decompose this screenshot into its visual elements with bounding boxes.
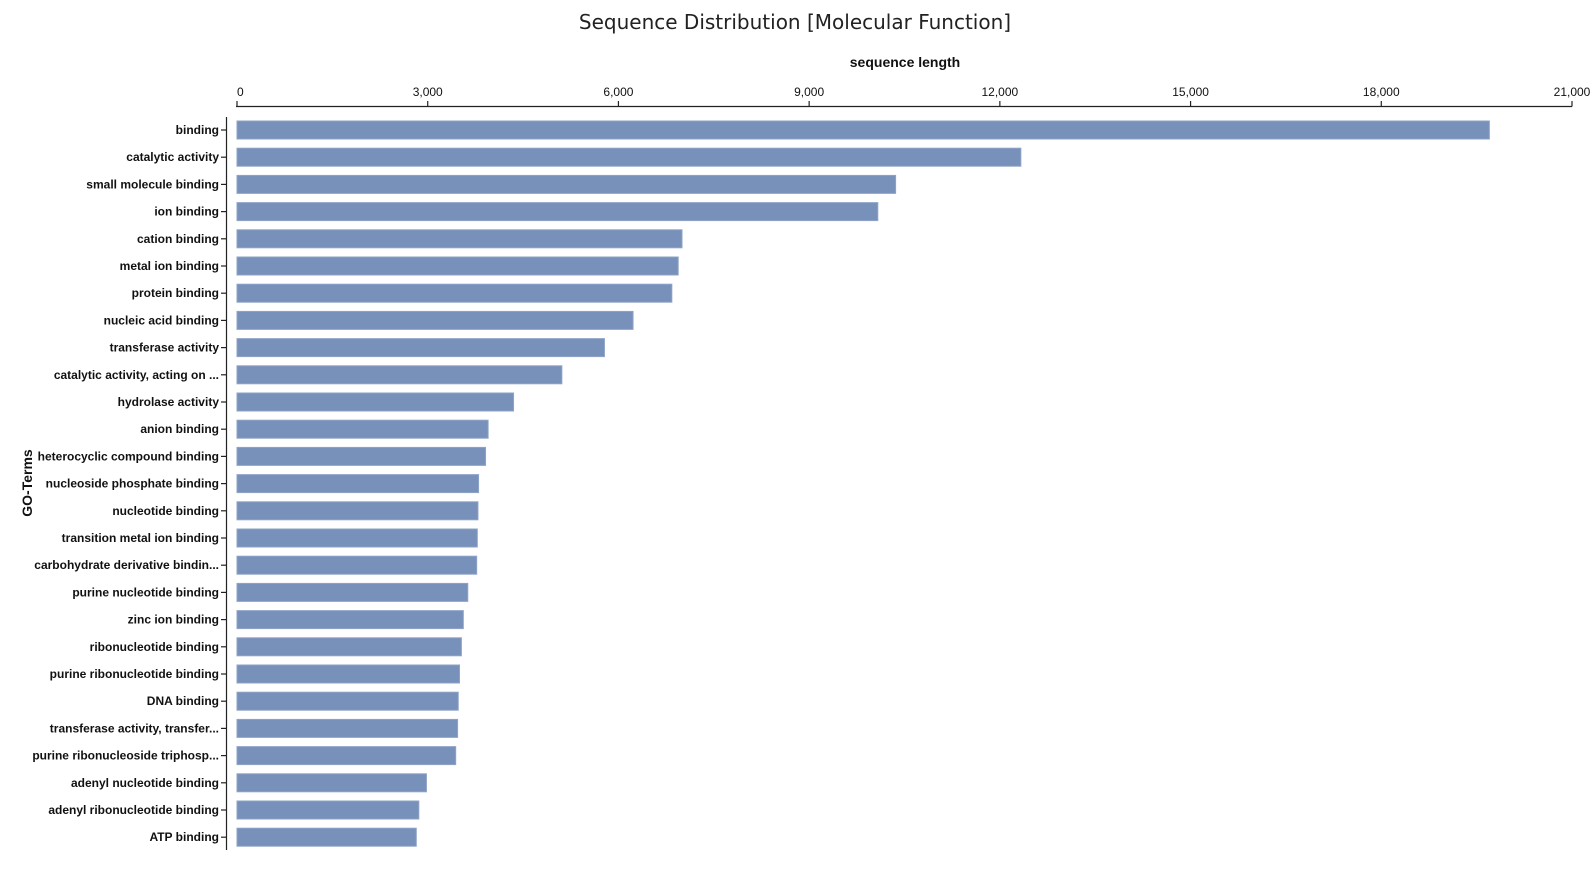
bar <box>236 827 417 847</box>
x-tick-label: 9,000 <box>794 85 824 99</box>
category-label: zinc ion binding <box>128 613 219 627</box>
bar <box>236 338 605 358</box>
bar <box>236 582 469 602</box>
bar <box>236 310 634 330</box>
bar <box>236 120 1490 140</box>
bar <box>236 202 879 222</box>
bar <box>236 610 464 630</box>
category-label: anion binding <box>140 422 219 436</box>
bar <box>236 446 487 466</box>
bar <box>236 501 479 521</box>
category-labels: binding catalytic activity small molecule … <box>32 123 219 844</box>
bar <box>236 555 478 575</box>
bar <box>236 773 427 793</box>
bar <box>236 718 459 738</box>
category-label: binding <box>176 123 219 137</box>
bar <box>236 691 459 711</box>
category-label: purine nucleotide binding <box>72 585 219 599</box>
x-tick-label: 21,000 <box>1554 85 1591 99</box>
category-label: nucleotide binding <box>112 504 219 518</box>
x-tick-label: 3,000 <box>413 85 443 99</box>
category-label: nucleic acid binding <box>104 313 219 327</box>
bar <box>236 474 480 494</box>
category-label: nucleoside phosphate binding <box>46 477 219 491</box>
category-label: transferase activity <box>110 341 220 355</box>
category-label: heterocyclic compound binding <box>38 449 219 463</box>
category-label: transferase activity, transfer... <box>50 721 219 735</box>
category-label: adenyl nucleotide binding <box>71 776 219 790</box>
category-label: catalytic activity, acting on ... <box>54 368 219 382</box>
bar <box>236 365 563 385</box>
category-label: small molecule binding <box>86 177 219 191</box>
bar <box>236 664 460 684</box>
category-label: DNA binding <box>147 694 219 708</box>
category-label: ion binding <box>154 205 219 219</box>
category-label: transition metal ion binding <box>62 531 219 545</box>
bar <box>236 746 457 766</box>
bar <box>236 174 897 194</box>
bar <box>236 800 420 820</box>
bar <box>236 419 489 439</box>
bar <box>236 637 462 657</box>
x-tick-label: 0 <box>237 85 244 99</box>
bar <box>236 256 679 276</box>
category-label: purine ribonucleoside triphosp... <box>32 749 219 763</box>
category-label: catalytic activity <box>126 150 219 164</box>
category-label: hydrolase activity <box>118 395 220 409</box>
chart-title: Sequence Distribution [Molecular Functio… <box>579 10 1011 34</box>
bars-group <box>236 120 1490 847</box>
x-tick-label: 18,000 <box>1363 85 1400 99</box>
x-axis-label: sequence length <box>850 54 960 70</box>
category-label: carbohydrate derivative bindin... <box>34 558 219 572</box>
x-tick-label: 15,000 <box>1172 85 1209 99</box>
bar <box>236 392 515 412</box>
bar <box>236 283 673 303</box>
category-label: ribonucleotide binding <box>90 640 219 654</box>
category-label: metal ion binding <box>120 259 219 273</box>
category-label: protein binding <box>132 286 219 300</box>
bar <box>236 528 478 548</box>
x-tick-label: 12,000 <box>982 85 1019 99</box>
category-label: purine ribonucleotide binding <box>50 667 219 681</box>
y-axis-label: GO-Terms <box>19 449 35 517</box>
x-axis-ticks: 0 3,000 6,000 9,000 12,000 15,000 18,000 21,000 <box>236 85 1591 107</box>
bar <box>236 229 683 249</box>
category-label: ATP binding <box>149 830 219 844</box>
x-tick-label: 6,000 <box>603 85 633 99</box>
category-label: adenyl ribonucleotide binding <box>48 803 219 817</box>
y-axis-ticks <box>221 129 227 838</box>
bar <box>236 147 1022 167</box>
category-label: cation binding <box>137 232 219 246</box>
